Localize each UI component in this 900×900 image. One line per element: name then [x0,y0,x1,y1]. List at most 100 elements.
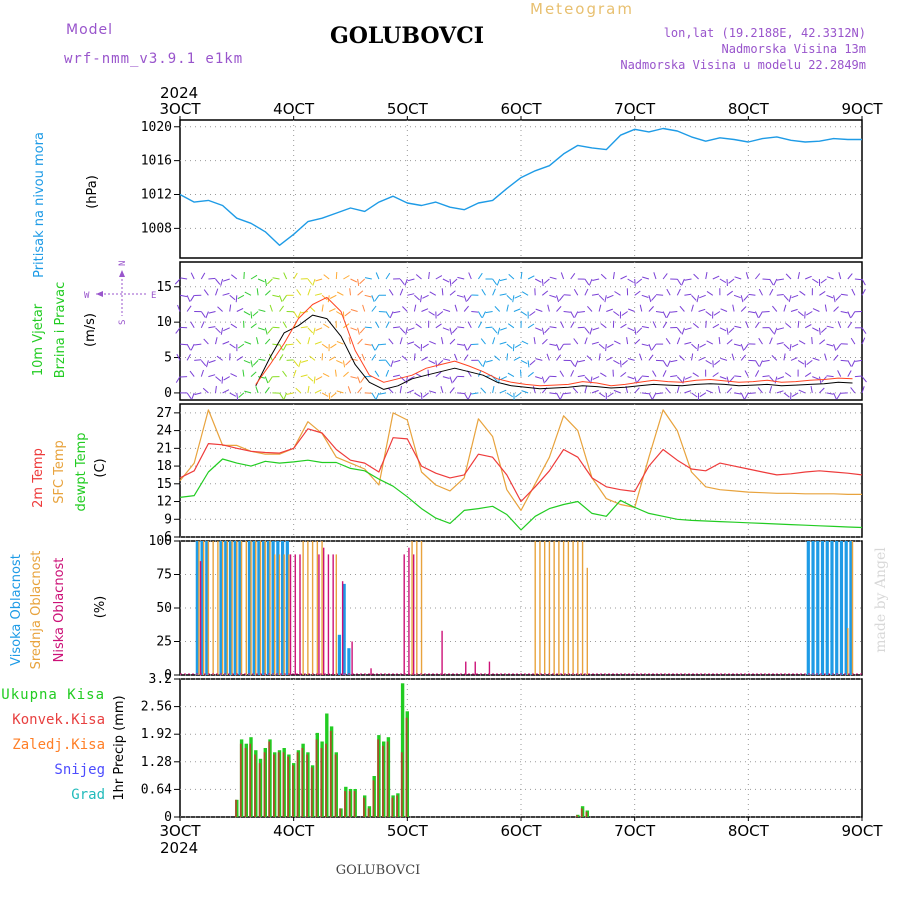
wind-arrow [712,323,720,329]
conv-precip-bar [249,743,252,817]
wind-arrow [592,278,600,281]
wind-arrow [457,392,465,394]
wind-arrow [527,323,535,329]
wind-arrow [560,272,565,280]
y-tick-label: 75 [156,568,172,583]
wind-arrow [769,327,775,334]
high-cloud-bar [820,541,825,675]
wind-arrow [719,376,727,380]
wind-arrow [698,308,706,312]
wind-arrow [336,359,343,364]
wind-arrow [589,327,593,335]
bottom-date-tick-label: 5OCT [387,822,429,840]
wind-arrow [653,272,657,280]
wind-arrow [223,327,230,332]
wind-barbs [174,271,867,400]
wind-arrow [272,277,280,280]
wind-arrow [279,295,283,302]
wind-arrow [264,327,268,335]
y-tick-label: 10 [156,315,172,330]
conv-precip-bar [277,752,280,817]
wind-arrow [449,327,453,335]
wind-arrow [415,323,422,329]
wind-arrow [748,311,756,314]
high-cloud-bar [806,541,810,675]
wind-arrow [422,392,429,398]
conv-precip-bar [348,791,351,817]
wind-arrow [215,337,218,345]
wind-arrow [435,371,442,377]
wind-arrow [691,353,694,361]
wind-arrow [264,338,271,345]
high-cloud-bar [205,541,209,675]
conv-precip-bar [367,808,370,817]
wind-arrow [205,311,209,319]
wind-arrow [216,355,223,361]
top-date-tick-label: 4OCT [273,100,315,118]
wind-arrow [244,341,252,345]
conv-precip-bar [576,815,578,817]
high-cloud-bar [285,541,289,675]
wind-arrow [279,354,284,361]
wind-arrow [691,392,698,398]
y-tick-label: 1.28 [141,755,172,770]
wind-arrow [375,272,380,280]
wind-arrow [692,323,699,329]
wind-arrow [229,343,236,349]
wind-arrow [613,311,620,317]
wind-arrow [584,278,590,286]
wind-arrow [272,326,280,329]
wind-arrow [186,392,192,399]
wind-arrow [481,289,486,296]
wind-arrow [574,360,579,368]
pressure-series [179,127,862,247]
conv-precip-bar [263,752,266,817]
wind-gust-line [255,296,853,387]
conv-precip-bar [363,797,365,817]
wind-arrow [520,311,528,316]
conv-precip-bar [353,791,356,817]
wind-arrow [230,323,238,329]
wind-arrow [577,359,586,363]
wind-arrow [513,356,521,361]
wind-arrow [435,275,443,280]
wind-arrow [676,386,680,394]
wind-arrow [452,327,458,334]
wind-arrow [606,308,613,312]
wind-arrow [613,389,621,394]
y-tick-label: 21 [156,441,172,456]
wind-arrow [378,311,386,313]
conv-precip-bar [396,795,398,817]
wind-arrow [544,376,550,383]
wind-arrow [449,387,455,394]
conv-precip-bar [282,752,285,817]
wind-arrow [385,321,390,329]
wind-arrow [692,372,699,378]
wind-arrow [642,276,650,280]
wind-arrow [799,290,806,296]
wind-arrow [186,343,191,351]
wind-arrow [521,291,529,296]
wind-arrow [499,389,507,394]
wind-arrow [556,343,560,351]
wind-arrow [758,311,763,318]
wind-arrow [861,386,865,394]
wind-arrow [748,293,756,296]
high-cloud-bar [816,541,820,675]
cloud-label-low: Niska Oblacnost [52,558,67,663]
wind-arrow [357,290,364,296]
wind-arrow [421,356,428,361]
wind-arrow [347,386,351,394]
wind-arrow [527,275,535,280]
wind-arrow [175,327,181,334]
temp-frame [179,403,863,538]
conv-precip-bar [400,752,403,817]
wind-arrow [315,278,323,282]
wind-arrow [186,305,192,312]
wind-arrow [560,321,565,329]
wind-arrow [441,337,444,345]
wind-arrow [758,288,763,296]
high-cloud-bar [252,541,256,675]
wind-arrow [328,392,331,400]
wind-arrow [440,386,444,394]
